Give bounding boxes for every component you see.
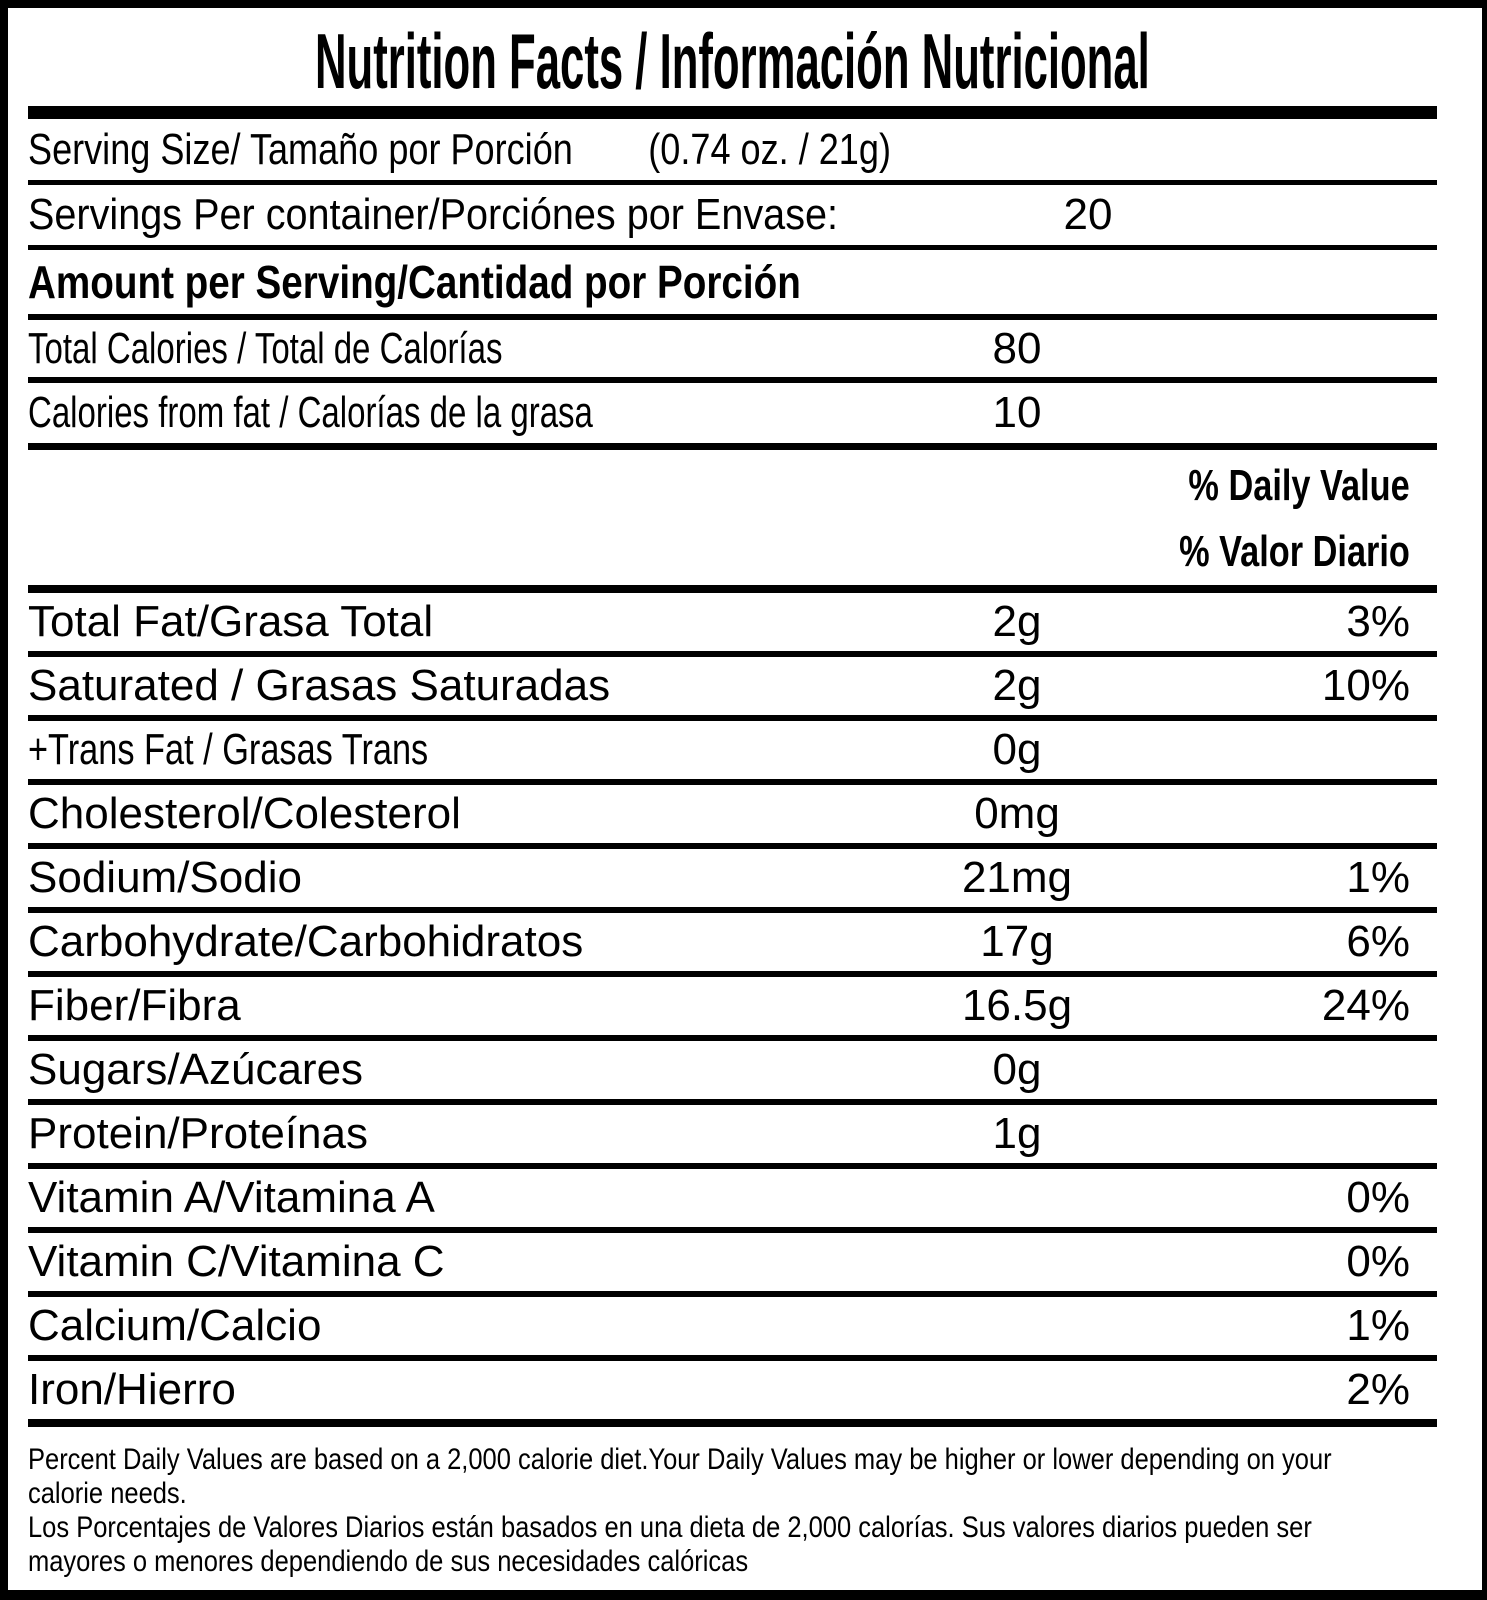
nutrient-row-vitamin-a: Vitamin A/Vitamina A 0% [28, 1169, 1437, 1233]
nutrient-amount: 1g [992, 1109, 1042, 1158]
nutrient-row-saturated-fat: Saturated / Grasas Saturadas 2g 10% [28, 657, 1437, 721]
nutrient-dv: 1% [1346, 853, 1410, 902]
nutrient-label: Vitamin C/Vitamina C [28, 1237, 445, 1286]
nutrient-dv: 3% [1346, 597, 1410, 646]
nutrient-dv: 10% [1321, 661, 1410, 710]
servings-label-cell: Servings Per container/Porciónes por Env… [28, 190, 928, 240]
total-calories-label-cell: Total Calories / Total de Calorías [28, 324, 857, 374]
nutrient-row-sugars: Sugars/Azúcares 0g [28, 1041, 1437, 1105]
nutrient-amount: 0g [992, 1045, 1042, 1094]
serving-size-row: Serving Size/ Tamaño por Porción (0.74 oz… [28, 119, 1437, 185]
nutrient-amount: 2g [992, 661, 1042, 710]
daily-value-header: % Daily Value % Valor Diario [28, 450, 1437, 593]
nutrient-row-protein: Protein/Proteínas 1g [28, 1105, 1437, 1169]
nutrient-label: Vitamin A/Vitamina A [28, 1173, 435, 1222]
serving-size-text: Serving Size/ Tamaño por Porción (0.74 oz… [28, 125, 891, 175]
header-divider-bar [28, 106, 1437, 119]
nutrient-row-calcium: Calcium/Calcio 1% [28, 1297, 1437, 1361]
label-header: Nutrition Facts / Información Nutriciona… [28, 16, 1437, 106]
footnote-line-text: Percent Daily Values are based on a 2,00… [28, 1443, 1332, 1476]
nutrient-row-iron: Iron/Hierro 2% [28, 1361, 1437, 1427]
daily-value-header-en: % Daily Value [1188, 461, 1410, 510]
nutrient-row-fiber: Fiber/Fibra 16.5g 24% [28, 977, 1437, 1041]
amount-per-serving-row: Amount per Serving/Cantidad por Porción [28, 250, 1437, 320]
nutrient-dv: 0% [1346, 1237, 1410, 1286]
nutrient-label: Carbohydrate/Carbohidratos [28, 917, 584, 966]
calories-from-fat-label-cell: Calories from fat / Calorías de la grasa [28, 388, 857, 438]
footnote-line-text: Los Porcentajes de Valores Diarios están… [28, 1511, 1312, 1544]
nutrient-label: Sugars/Azúcares [28, 1045, 364, 1094]
nutrient-label: Saturated / Grasas Saturadas [28, 661, 611, 710]
nutrient-label: Protein/Proteínas [28, 1109, 368, 1158]
nutrient-label: Sodium/Sodio [28, 853, 302, 902]
footnote-line: Percent Daily Values are based on a 2,00… [28, 1443, 1437, 1477]
nutrient-row-total-fat: Total Fat/Grasa Total 2g 3% [28, 593, 1437, 657]
servings-per-container-row: Servings Per container/Porciónes por Env… [28, 185, 1437, 250]
footnote-line: Los Porcentajes de Valores Diarios están… [28, 1511, 1437, 1545]
serving-size-cell: Serving Size/ Tamaño por Porción (0.74 oz… [28, 125, 1437, 175]
nutrient-dv: 6% [1346, 917, 1410, 966]
nutrient-row-trans-fat: +Trans Fat / Grasas Trans 0g [28, 721, 1437, 785]
total-calories-value: 80 [992, 323, 1042, 373]
serving-size-value: (0.74 oz. / 21g) [648, 124, 891, 174]
nutrient-label: Fiber/Fibra [28, 981, 241, 1030]
calories-from-fat-row: Calories from fat / Calorías de la grasa… [28, 383, 1437, 450]
nutrient-label: Cholesterol/Colesterol [28, 789, 461, 838]
footnote-line-text: calorie needs. [28, 1477, 187, 1510]
calories-from-fat-value: 10 [992, 388, 1042, 437]
nutrient-row-vitamin-c: Vitamin C/Vitamina C 0% [28, 1233, 1437, 1297]
nutrient-label: Iron/Hierro [28, 1365, 236, 1414]
nutrient-amount: 17g [980, 917, 1054, 966]
footnote-line: calorie needs. [28, 1477, 1437, 1511]
serving-size-label: Serving Size/ Tamaño por Porción [28, 124, 573, 174]
nutrient-amount: 0mg [974, 789, 1060, 838]
nutrient-dv: 0% [1346, 1173, 1410, 1222]
footnote-line-text: mayores o menores dependiendo de sus nec… [28, 1545, 749, 1578]
nutrient-row-cholesterol: Cholesterol/Colesterol 0mg [28, 785, 1437, 849]
daily-value-header-es: % Valor Diario [1179, 527, 1410, 576]
label-title: Nutrition Facts / Información Nutriciona… [315, 16, 1150, 105]
nutrient-amount: 21mg [961, 853, 1073, 902]
nutrient-label: Total Fat/Grasa Total [28, 597, 434, 646]
section-header-cell: Amount per Serving/Cantidad por Porción [28, 255, 1437, 309]
nutrient-label: Calcium/Calcio [28, 1301, 322, 1350]
total-calories-label: Total Calories / Total de Calorías [28, 323, 503, 373]
amount-per-serving-label: Amount per Serving/Cantidad por Porción [28, 256, 801, 308]
nutrient-amount: 16.5g [961, 981, 1073, 1030]
footnote: Percent Daily Values are based on a 2,00… [28, 1427, 1437, 1579]
footnote-line: mayores o menores dependiendo de sus nec… [28, 1545, 1437, 1579]
nutrient-dv: 2% [1346, 1365, 1410, 1414]
nutrient-amount: 0g [992, 725, 1042, 774]
calories-from-fat-label: Calories from fat / Calorías de la grasa [28, 388, 593, 437]
nutrient-dv: 24% [1321, 981, 1410, 1030]
nutrient-row-sodium: Sodium/Sodio 21mg 1% [28, 849, 1437, 913]
servings-per-container-label: Servings Per container/Porciónes por Env… [28, 190, 839, 239]
nutrient-label-cell: +Trans Fat / Grasas Trans [28, 725, 857, 775]
total-calories-row: Total Calories / Total de Calorías 80 [28, 320, 1437, 383]
nutrient-row-carbohydrate: Carbohydrate/Carbohidratos 17g 6% [28, 913, 1437, 977]
nutrient-dv: 1% [1346, 1301, 1410, 1350]
nutrient-label: +Trans Fat / Grasas Trans [28, 725, 429, 774]
servings-per-container-value: 20 [1063, 190, 1113, 239]
nutrient-amount: 2g [992, 597, 1042, 646]
